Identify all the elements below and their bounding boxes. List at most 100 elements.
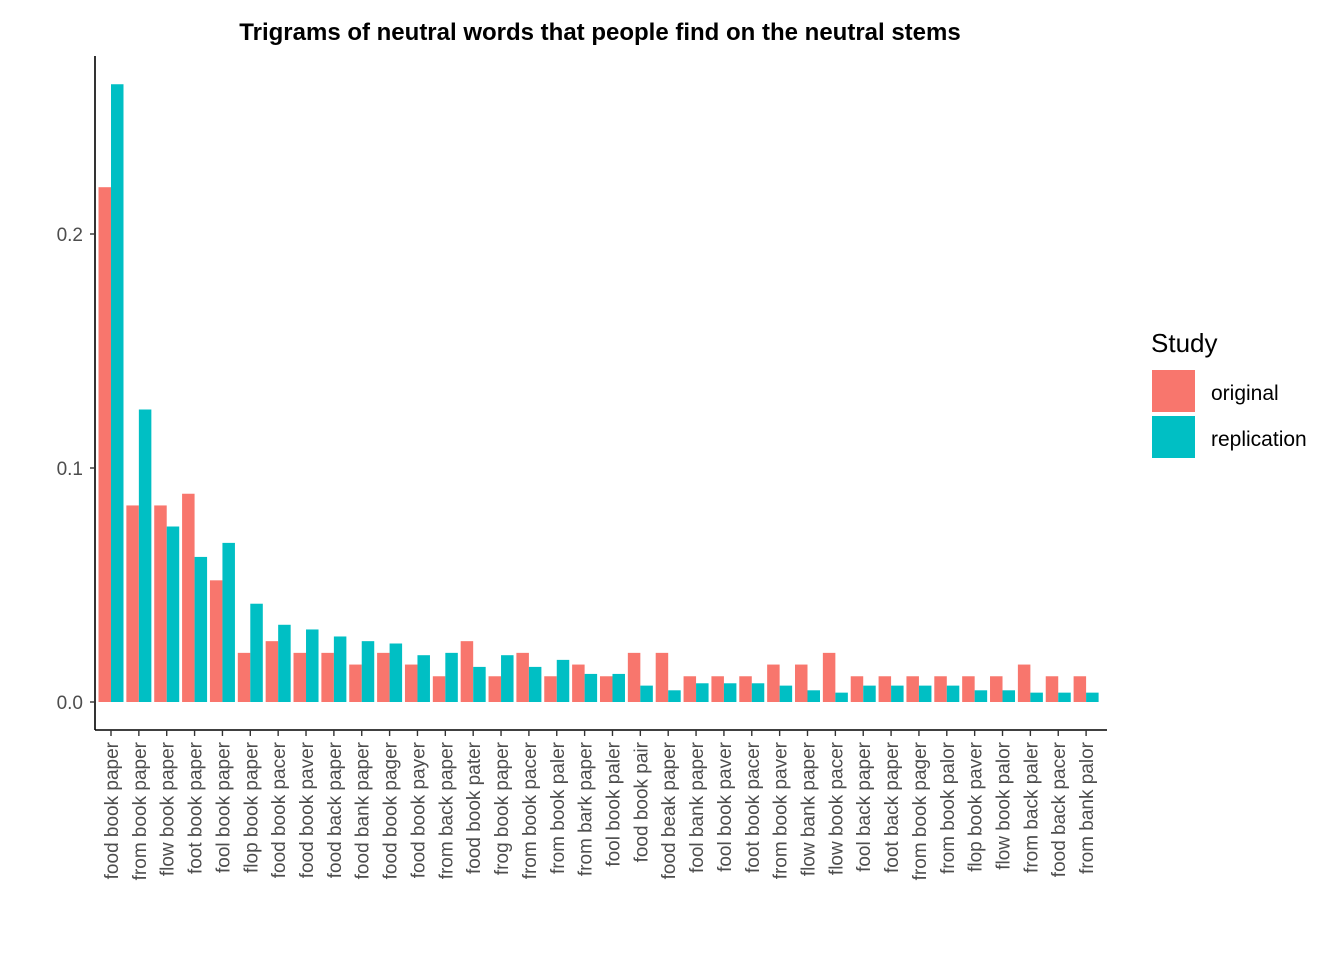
bar-replication-4 bbox=[222, 542, 235, 702]
bar-replication-27 bbox=[863, 685, 876, 702]
bar-original-17 bbox=[572, 664, 585, 702]
x-tick-label: from bank palor bbox=[1077, 741, 1098, 874]
x-tick-label: foot back paper bbox=[882, 741, 903, 873]
x-tick-label: food beak paper bbox=[659, 741, 680, 879]
bar-replication-15 bbox=[528, 666, 542, 702]
bar-replication-2 bbox=[166, 526, 180, 702]
bar-original-8 bbox=[321, 652, 334, 702]
bar-replication-26 bbox=[835, 692, 848, 702]
x-tick-label: fool book paper bbox=[213, 741, 234, 873]
x-tick-label: flow book palor bbox=[994, 741, 1015, 869]
bar-original-28 bbox=[878, 676, 892, 702]
x-tick-label: flow book pacer bbox=[826, 741, 847, 875]
x-tick-label: food book pager bbox=[381, 741, 402, 879]
x-tick-label: from book paper bbox=[130, 741, 151, 880]
bar-replication-20 bbox=[668, 690, 681, 702]
bar-replication-3 bbox=[194, 556, 208, 702]
bar-replication-13 bbox=[473, 666, 486, 702]
bar-replication-35 bbox=[1086, 692, 1099, 702]
bar-original-34 bbox=[1045, 676, 1059, 702]
x-tick-label: food book pair bbox=[631, 741, 652, 862]
bar-replication-10 bbox=[389, 643, 403, 702]
bar-original-7 bbox=[293, 652, 307, 702]
bar-replication-30 bbox=[946, 685, 960, 702]
bar-replication-19 bbox=[640, 685, 653, 702]
bar-original-27 bbox=[850, 676, 864, 702]
x-tick-label: from back paler bbox=[1021, 741, 1042, 873]
bar-original-12 bbox=[432, 676, 446, 702]
bar-original-18 bbox=[599, 676, 613, 702]
bar-original-20 bbox=[655, 652, 669, 702]
bar-original-24 bbox=[767, 664, 780, 702]
bar-replication-32 bbox=[1002, 690, 1016, 702]
bar-replication-1 bbox=[138, 409, 152, 702]
legend-label-original: original bbox=[1211, 382, 1279, 405]
bar-original-4 bbox=[209, 580, 223, 702]
bar-original-11 bbox=[404, 664, 418, 702]
bar-replication-21 bbox=[696, 683, 709, 702]
bar-original-25 bbox=[795, 664, 808, 702]
bar-replication-22 bbox=[723, 683, 737, 702]
bar-replication-23 bbox=[751, 683, 765, 702]
bar-original-26 bbox=[822, 652, 836, 702]
x-tick-label: fool book paver bbox=[715, 741, 736, 872]
bar-replication-11 bbox=[417, 655, 430, 702]
bar-replication-8 bbox=[333, 636, 347, 702]
legend-swatch-original bbox=[1152, 370, 1195, 412]
x-tick-label: frog book paper bbox=[492, 741, 513, 875]
legend-swatch-replication bbox=[1152, 416, 1195, 458]
bar-replication-33 bbox=[1030, 692, 1043, 702]
x-tick-label: from bark paper bbox=[576, 741, 597, 876]
bar-original-14 bbox=[488, 676, 502, 702]
x-tick-label: food bank paper bbox=[353, 741, 374, 879]
bar-replication-6 bbox=[278, 624, 291, 702]
x-tick-label: fool back paper bbox=[854, 741, 875, 872]
bar-original-29 bbox=[906, 676, 919, 702]
bar-original-31 bbox=[962, 676, 975, 702]
bar-original-21 bbox=[683, 676, 697, 702]
bar-original-5 bbox=[237, 652, 251, 702]
bar-replication-18 bbox=[612, 673, 625, 702]
legend-title: Study bbox=[1151, 328, 1218, 358]
x-tick-label: food book pater bbox=[464, 741, 485, 874]
bar-original-32 bbox=[990, 676, 1003, 702]
x-tick-label: fool bank paper bbox=[687, 741, 708, 873]
bar-replication-29 bbox=[918, 685, 932, 702]
x-tick-label: from book palor bbox=[938, 741, 959, 874]
x-tick-label: food book payer bbox=[408, 741, 429, 878]
x-tick-label: flow bank paper bbox=[799, 741, 820, 876]
bar-original-15 bbox=[516, 652, 529, 702]
bar-replication-12 bbox=[445, 652, 458, 702]
y-tick-label: 0.0 bbox=[57, 693, 83, 714]
bar-original-13 bbox=[460, 641, 474, 702]
bar-original-33 bbox=[1017, 664, 1031, 702]
x-tick-label: foot book pacer bbox=[743, 741, 764, 873]
bar-original-3 bbox=[182, 493, 195, 702]
bar-replication-24 bbox=[779, 685, 793, 702]
bar-original-9 bbox=[349, 664, 362, 702]
bar-original-0 bbox=[98, 187, 111, 702]
bar-replication-0 bbox=[111, 84, 124, 703]
bar-original-10 bbox=[377, 652, 390, 702]
bar-replication-28 bbox=[891, 685, 904, 702]
x-tick-label: food book pacer bbox=[269, 741, 290, 878]
x-tick-label: from book paver bbox=[771, 741, 792, 879]
plot-area: 0.0 0.1 0.2 food book paper from book paper f… bbox=[57, 56, 1107, 880]
bar-replication-34 bbox=[1058, 692, 1071, 702]
x-tick-label: food book paver bbox=[297, 741, 318, 878]
bar-original-35 bbox=[1073, 676, 1087, 702]
x-tick-label: from book pager bbox=[910, 741, 931, 880]
bar-replication-14 bbox=[501, 655, 514, 702]
x-tick-label: flop book paper bbox=[241, 741, 262, 873]
y-tick-label: 0.1 bbox=[57, 459, 83, 480]
bar-original-19 bbox=[627, 652, 641, 702]
bar-replication-31 bbox=[974, 690, 988, 702]
x-tick-label: from back paper bbox=[436, 741, 457, 879]
bar-replication-16 bbox=[556, 659, 570, 702]
x-tick-label: foot book paper bbox=[186, 741, 207, 874]
x-tick-label: food back pacer bbox=[1049, 741, 1070, 877]
bar-replication-17 bbox=[584, 673, 598, 702]
bar-replication-7 bbox=[306, 629, 319, 702]
x-tick-label: fool book paler bbox=[603, 741, 624, 866]
bar-original-23 bbox=[739, 676, 752, 702]
